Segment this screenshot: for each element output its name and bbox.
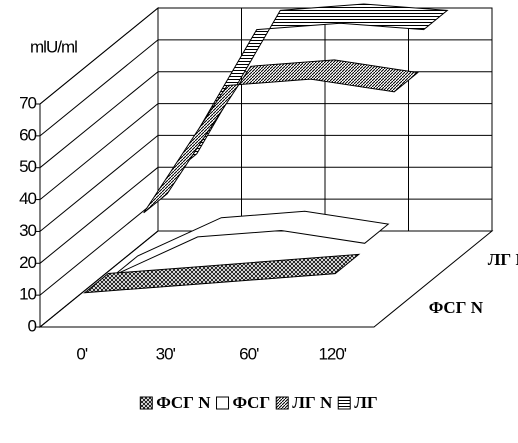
x-tick-label: 120' — [318, 344, 346, 363]
legend-swatch — [275, 396, 289, 410]
y-tick-label: 30 — [19, 221, 36, 240]
x-tick-label: 0' — [76, 344, 87, 363]
legend-swatch — [139, 396, 153, 410]
ribbon — [172, 3, 449, 174]
legend-label: ФСГ — [233, 393, 271, 412]
ribbon — [143, 59, 419, 214]
y-tick-label: 70 — [19, 93, 36, 112]
depth-label: ФСГ N — [429, 298, 484, 317]
ribbon — [113, 210, 390, 276]
y-tick-label: 20 — [19, 253, 36, 272]
y-tick-label: 40 — [19, 189, 36, 208]
legend-swatch — [216, 396, 230, 410]
grid-line — [39, 103, 492, 200]
y-tick-label: 0 — [28, 316, 37, 335]
ribbon — [83, 253, 361, 294]
y-tick-label: 50 — [19, 157, 36, 176]
legend-label: ЛГ N — [292, 393, 333, 412]
legend-label: ЛГ — [354, 393, 377, 412]
legend-swatch — [337, 396, 351, 410]
grid-line — [39, 71, 492, 169]
depth-label: ЛГ N — [488, 250, 518, 269]
y-tick-label: 10 — [19, 285, 36, 304]
grid-line — [39, 39, 492, 137]
x-tick-label: 30' — [156, 344, 176, 363]
x-tick-label: 60' — [239, 344, 259, 363]
grid-line — [39, 230, 492, 328]
y-axis-label: mlU/ml — [30, 37, 77, 56]
grid-line — [39, 134, 492, 232]
grid-line — [39, 166, 492, 264]
y-tick-label: 60 — [19, 125, 36, 144]
legend-label: ФСГ N — [156, 393, 211, 412]
